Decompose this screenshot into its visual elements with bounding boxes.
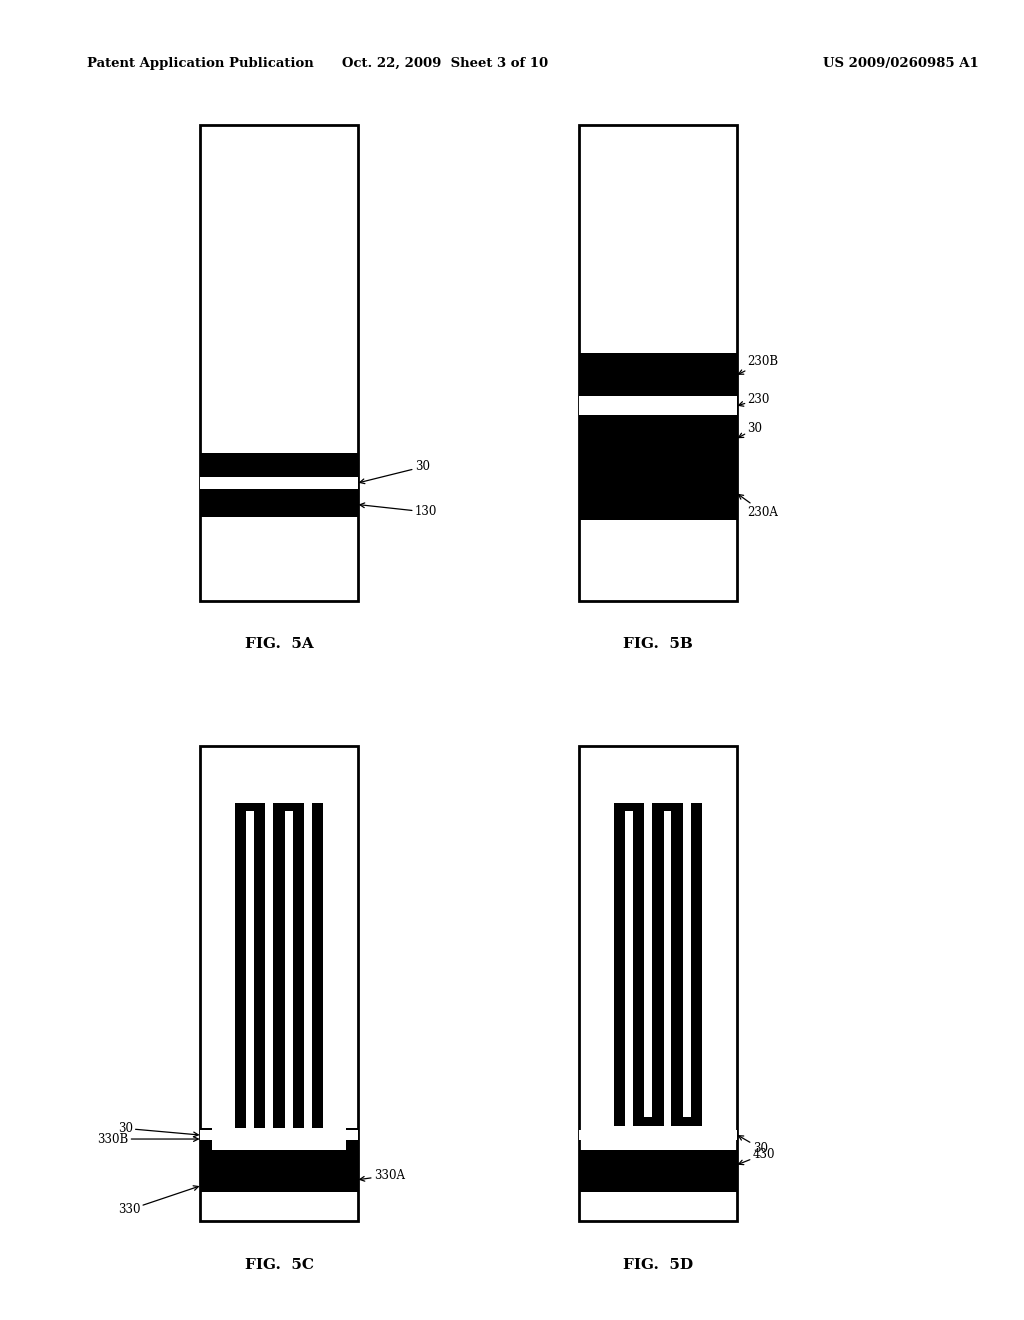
Text: FIG.  5B: FIG. 5B (623, 638, 693, 651)
Bar (672, 1096, 702, 1126)
Bar (633, 803, 644, 1126)
Bar (312, 803, 324, 1129)
Bar (200, 1150, 358, 1192)
Bar (579, 1130, 737, 1140)
Bar (652, 803, 683, 832)
Text: FIG.  5D: FIG. 5D (623, 1258, 693, 1271)
Bar (683, 1096, 691, 1117)
Bar (246, 812, 254, 832)
Bar (579, 354, 737, 396)
Text: FIG.  5A: FIG. 5A (245, 638, 313, 651)
Bar (293, 803, 304, 1129)
Bar (691, 803, 702, 1126)
Bar (200, 1130, 358, 1140)
Text: 330: 330 (118, 1185, 199, 1216)
Bar (579, 396, 737, 416)
Text: 230: 230 (738, 392, 770, 407)
Bar (273, 803, 285, 1129)
Bar (200, 1129, 358, 1150)
Text: 30: 30 (118, 1122, 199, 1137)
Bar (579, 416, 737, 520)
Text: 130: 130 (359, 503, 437, 519)
Bar (579, 746, 737, 1221)
Text: 230B: 230B (738, 355, 778, 375)
Text: 30: 30 (359, 461, 430, 483)
Text: US 2009/0260985 A1: US 2009/0260985 A1 (823, 57, 979, 70)
Bar (234, 803, 265, 832)
Bar (644, 1096, 652, 1117)
Text: Oct. 22, 2009  Sheet 3 of 10: Oct. 22, 2009 Sheet 3 of 10 (342, 57, 549, 70)
Text: 430: 430 (738, 1147, 775, 1164)
Bar (200, 746, 358, 1221)
Text: Patent Application Publication: Patent Application Publication (87, 57, 313, 70)
Text: FIG.  5C: FIG. 5C (245, 1258, 313, 1271)
Bar (613, 803, 644, 832)
Bar (254, 803, 265, 1129)
Text: 30: 30 (738, 1135, 768, 1155)
Text: 30: 30 (738, 422, 763, 438)
Bar (625, 812, 633, 832)
Bar (652, 803, 664, 1126)
Bar (664, 812, 672, 832)
Bar (273, 803, 304, 832)
Bar (200, 453, 358, 517)
Bar (285, 812, 293, 832)
Bar (613, 803, 625, 1126)
Text: 330A: 330A (359, 1170, 404, 1181)
Bar (234, 803, 246, 1129)
Bar (200, 125, 358, 601)
Text: 330B: 330B (97, 1133, 199, 1146)
Bar (200, 477, 358, 488)
Bar (212, 1129, 346, 1150)
Bar (579, 1150, 737, 1192)
Text: 230A: 230A (738, 495, 778, 519)
Bar (633, 1096, 664, 1126)
Bar (579, 125, 737, 601)
Bar (672, 803, 683, 1126)
